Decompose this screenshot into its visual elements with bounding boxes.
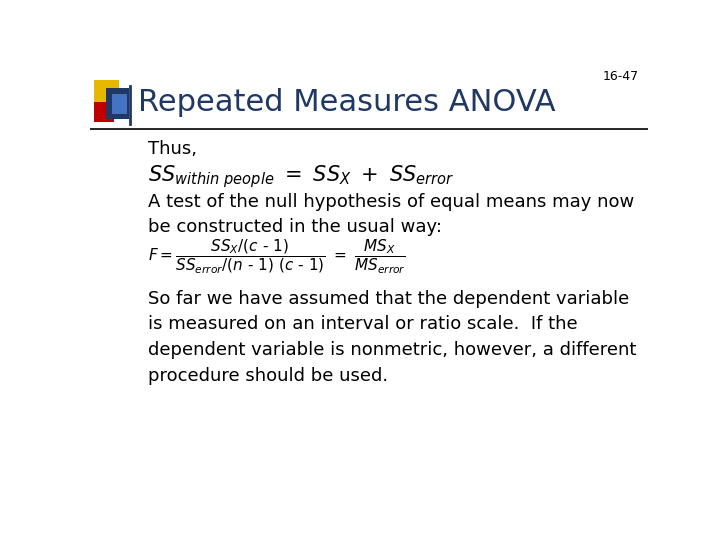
Text: Repeated Measures ANOVA: Repeated Measures ANOVA [138, 88, 556, 117]
Bar [106, 88, 129, 119]
Text: A test of the null hypothesis of equal means may now
be constructed in the usual: A test of the null hypothesis of equal m… [148, 193, 634, 237]
Bar [94, 102, 114, 122]
Text: Thus,: Thus, [148, 140, 197, 158]
Text: So far we have assumed that the dependent variable
is measured on an interval or: So far we have assumed that the dependen… [148, 289, 636, 384]
Text: $\mathit{SS}_{\mathit{within\ people}}\ =\ \mathit{SS}_{X}\ +\ \mathit{SS}_{erro: $\mathit{SS}_{\mathit{within\ people}}\ … [148, 164, 454, 190]
Bar [112, 94, 127, 114]
Bar [94, 80, 119, 105]
Text: 16-47: 16-47 [603, 70, 639, 83]
Text: $F = \dfrac{\mathit{SS}_{X}/(c\ \text{-}\ 1)}{\mathit{SS}_{error}/(n\ \text{-}\ : $F = \dfrac{\mathit{SS}_{X}/(c\ \text{-}… [148, 238, 406, 276]
